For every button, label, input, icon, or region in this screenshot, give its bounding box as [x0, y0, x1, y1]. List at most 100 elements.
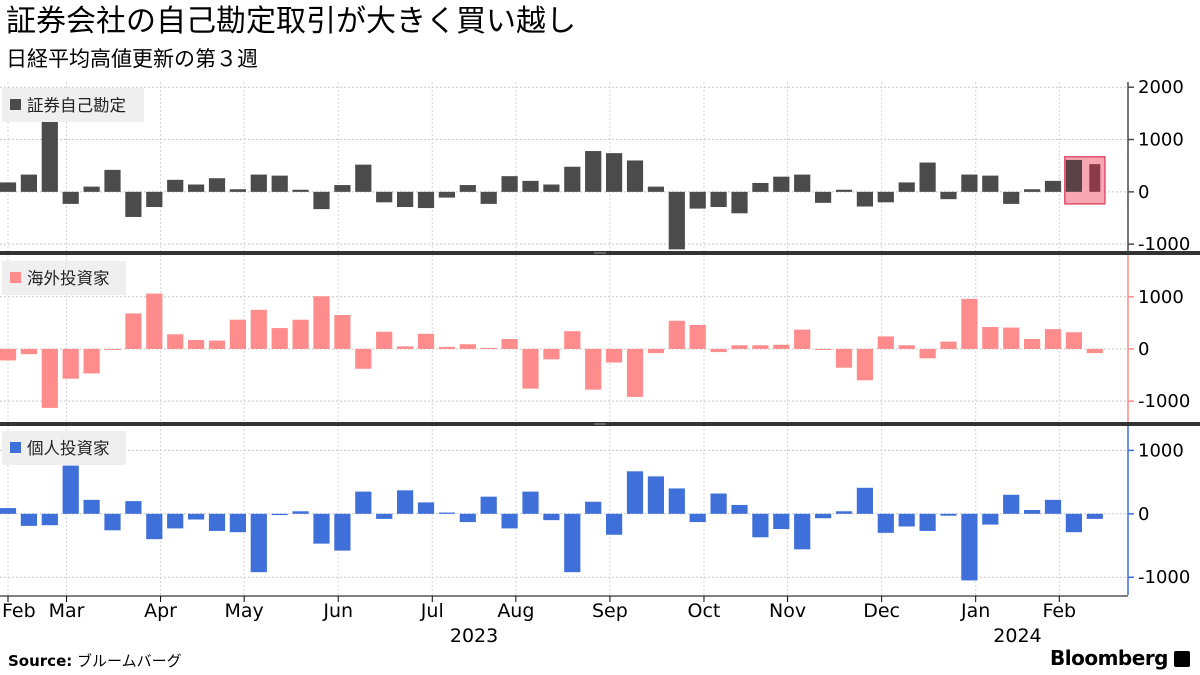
bar	[668, 320, 685, 349]
bar	[83, 499, 100, 514]
bar	[752, 345, 769, 349]
bar	[459, 344, 476, 349]
bar	[626, 471, 644, 514]
bar	[522, 180, 539, 192]
bar	[961, 298, 978, 349]
bar	[564, 166, 581, 192]
bar	[376, 331, 393, 349]
bar	[20, 174, 37, 192]
bar	[1065, 332, 1082, 349]
bar	[376, 191, 393, 203]
bar	[961, 174, 978, 192]
bar	[731, 191, 748, 214]
bar	[982, 327, 999, 349]
bar	[856, 191, 873, 207]
legend-swatch	[10, 272, 21, 283]
bar	[104, 348, 121, 350]
bar	[668, 191, 685, 250]
bar	[480, 496, 497, 514]
bar	[752, 182, 769, 192]
bar	[41, 348, 58, 408]
y-tick-label: -1000	[1138, 391, 1190, 412]
bar	[940, 191, 957, 200]
bar	[877, 191, 894, 203]
bar	[83, 186, 100, 192]
chart-subtitle: 日経平均高値更新の第３週	[6, 47, 258, 71]
bar	[0, 182, 17, 192]
bar	[919, 348, 936, 359]
bloomberg-terminal-icon	[1174, 651, 1190, 667]
bar	[313, 296, 330, 349]
bar	[125, 313, 142, 349]
legend-swatch	[10, 442, 21, 453]
legend: 個人投資家	[2, 431, 126, 465]
x-tick-label: Feb	[2, 600, 36, 622]
bar	[1003, 191, 1020, 204]
bar	[585, 348, 602, 390]
source-label: Source:	[8, 652, 73, 670]
y-tick-label: -1000	[1138, 567, 1190, 588]
bar	[62, 191, 79, 204]
bar	[0, 508, 17, 514]
bar	[334, 315, 351, 349]
bar	[626, 348, 644, 397]
legend-bg	[2, 431, 126, 465]
bar	[229, 319, 246, 349]
bar	[459, 185, 476, 192]
bar	[397, 191, 414, 208]
bar	[292, 189, 309, 192]
bar	[355, 164, 372, 192]
legend: 海外投資家	[2, 261, 126, 295]
bar	[292, 511, 309, 514]
bar	[564, 513, 581, 573]
bar	[1086, 513, 1103, 519]
bar	[438, 191, 455, 198]
bar	[83, 348, 100, 374]
bar	[20, 513, 37, 526]
bar	[1024, 510, 1041, 514]
y-tick-label: -1000	[1138, 234, 1190, 255]
bar	[815, 191, 832, 203]
bar	[250, 309, 267, 349]
bar	[940, 341, 957, 349]
bar	[835, 511, 853, 514]
x-tick-label: Oct	[688, 600, 721, 622]
bar	[417, 333, 435, 349]
chart-title: 証券会社の自己勘定取引が大きく買い越し	[6, 4, 576, 39]
x-tick-label: Apr	[144, 600, 177, 622]
bar	[62, 465, 79, 514]
bar	[229, 189, 246, 192]
bar	[794, 329, 811, 349]
bar	[606, 513, 623, 535]
bar	[480, 191, 497, 204]
bar	[898, 513, 915, 527]
bar	[877, 336, 894, 349]
bar	[397, 490, 414, 514]
bar	[668, 488, 685, 514]
bar	[794, 174, 811, 192]
y-tick-label: 0	[1138, 339, 1149, 360]
bar	[188, 184, 205, 192]
bar	[606, 348, 623, 363]
bar	[647, 476, 664, 514]
bar	[41, 116, 58, 192]
bar	[1065, 159, 1082, 192]
year-label: 2023	[450, 625, 498, 647]
bar	[647, 348, 664, 354]
bar	[689, 324, 706, 349]
legend-bg	[2, 261, 126, 295]
bar	[606, 153, 623, 192]
bar	[773, 176, 790, 192]
bar	[104, 169, 121, 192]
legend-swatch	[10, 99, 21, 110]
bar	[417, 191, 435, 209]
bar	[20, 348, 37, 355]
bar	[543, 184, 560, 192]
bar	[835, 189, 853, 192]
y-tick-label: 0	[1138, 504, 1149, 525]
bar	[167, 334, 184, 349]
legend: 証券自己勘定	[2, 88, 144, 122]
bar	[501, 339, 518, 349]
bar	[919, 513, 936, 531]
